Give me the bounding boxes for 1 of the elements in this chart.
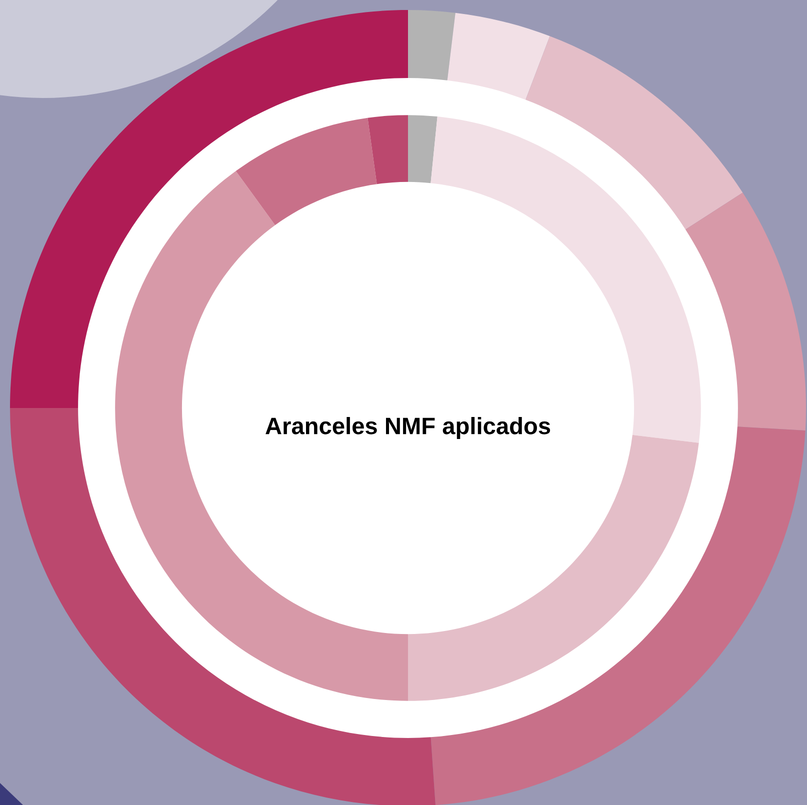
text: Aranceles NMF aplicados [266,416,550,440]
